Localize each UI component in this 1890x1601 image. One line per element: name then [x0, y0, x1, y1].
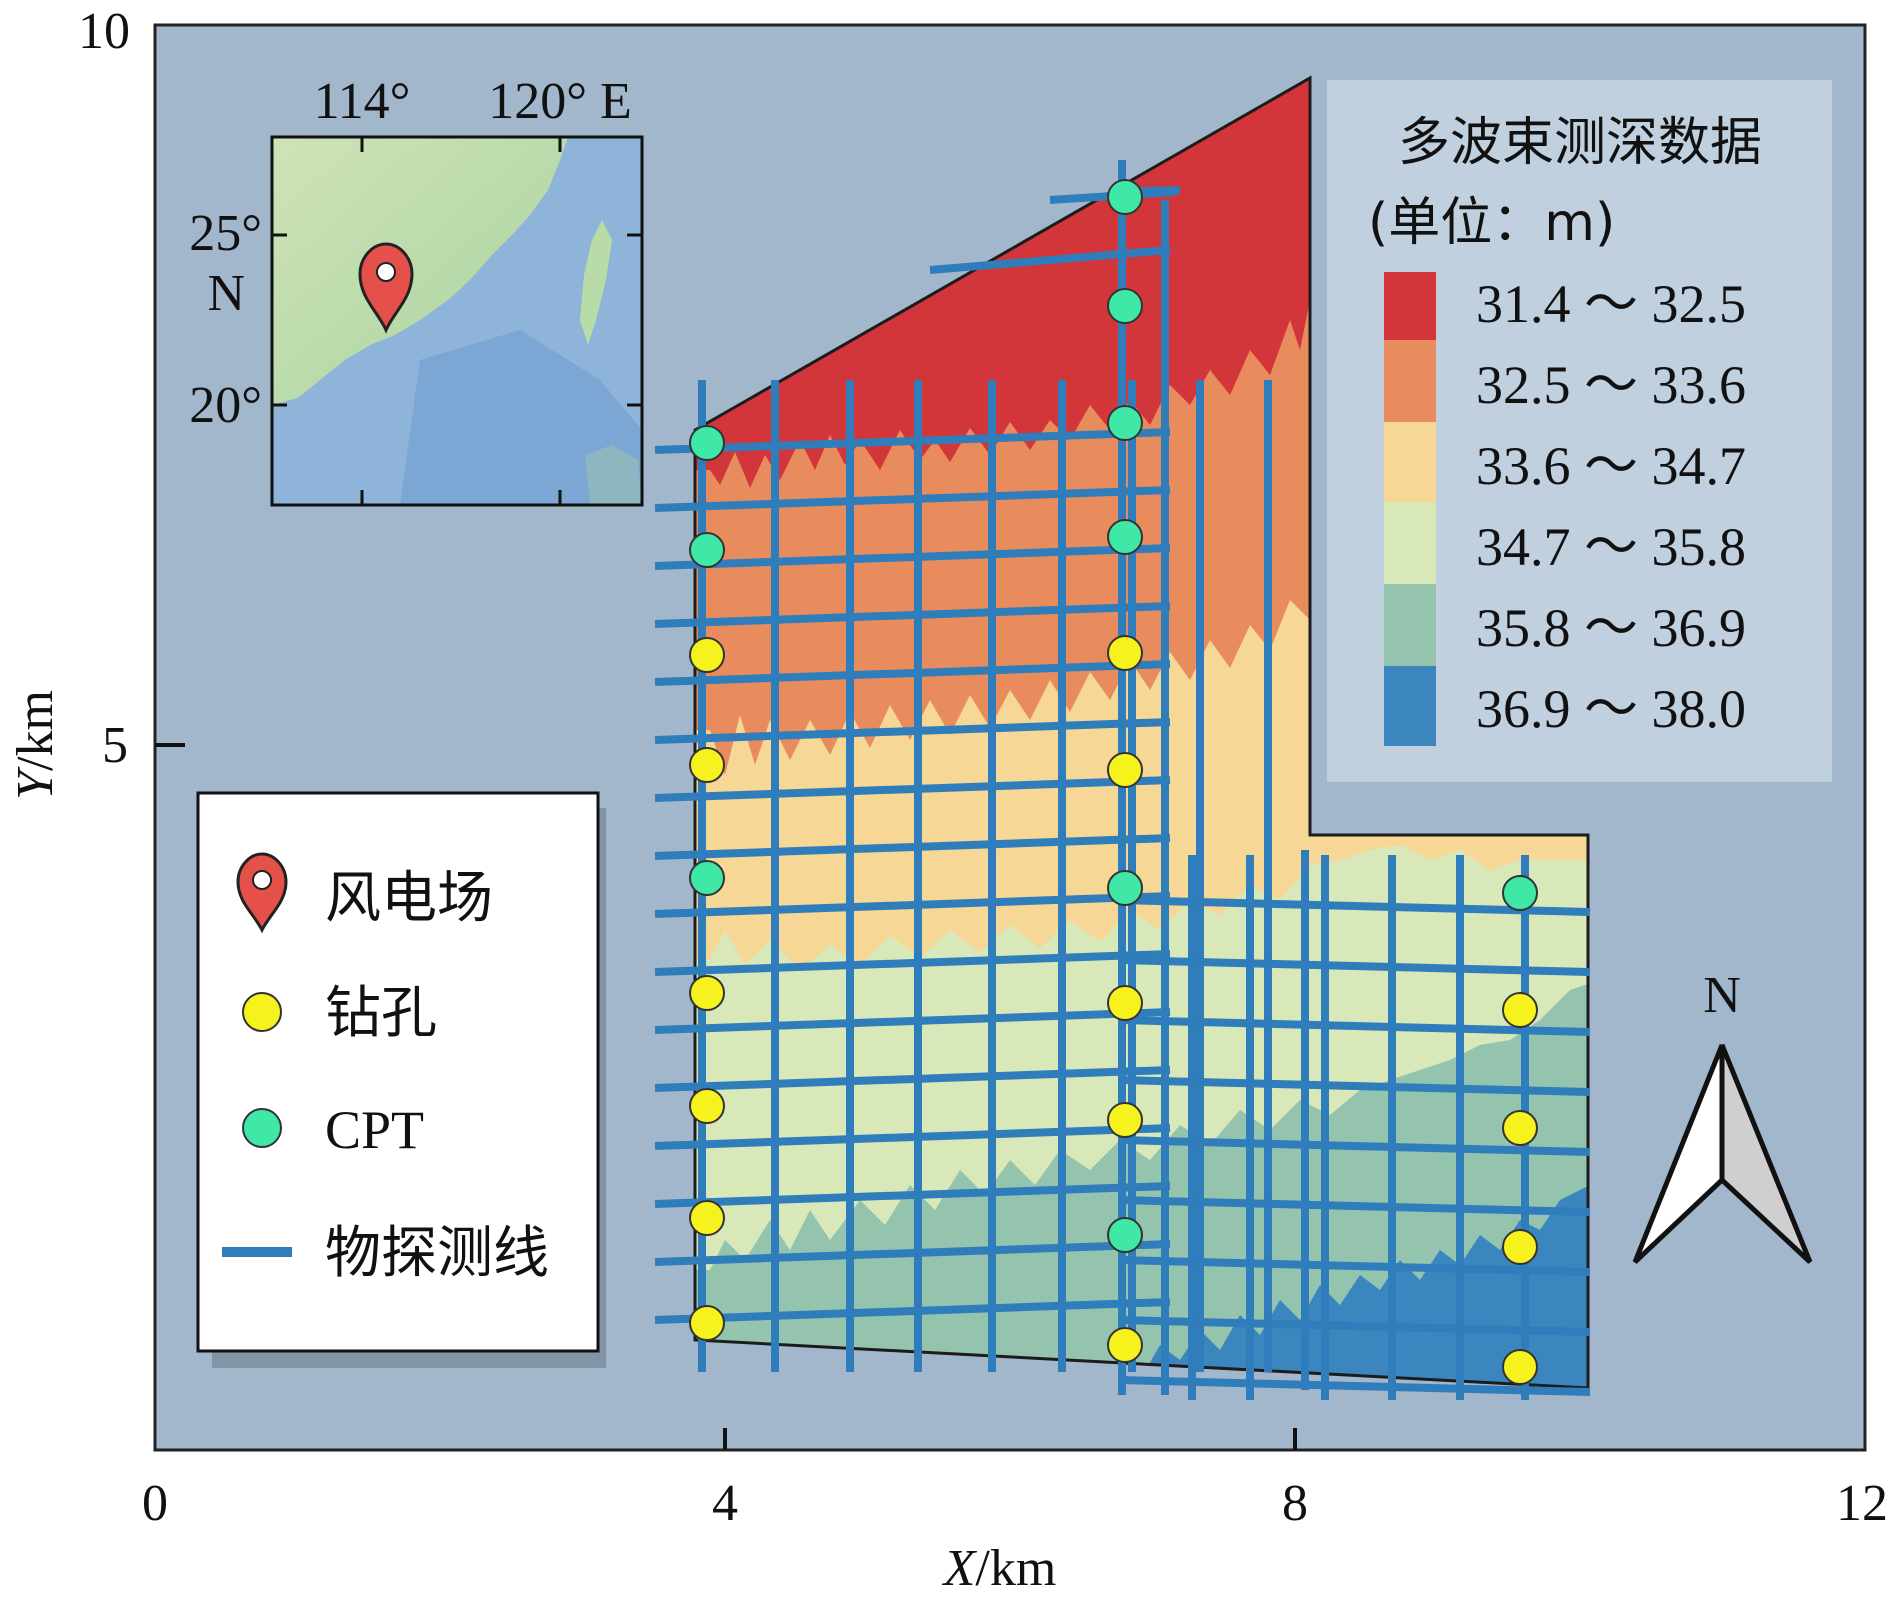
x-tick-label: 8 [1282, 1475, 1308, 1532]
borehole-marker [1502, 992, 1538, 1028]
survey-line-horizontal [1119, 1136, 1591, 1156]
depth-swatch [1384, 666, 1436, 746]
survey-line-horizontal [654, 950, 1171, 976]
survey-line-horizontal [654, 1298, 1171, 1324]
key-label-survey-line: 物探测线 [325, 1221, 549, 1286]
survey-line-horizontal [654, 776, 1171, 802]
inset-lon-label: 114° [314, 73, 411, 130]
cpt-marker [689, 860, 725, 896]
inset-taiwan [580, 220, 612, 345]
cpt-marker [1107, 405, 1143, 441]
inset-lat-label: 25° [189, 205, 262, 262]
inset-lon-label: 120° E [488, 73, 632, 130]
x-tick-label: 4 [712, 1475, 738, 1532]
inset-wind-farm-pin-icon [358, 242, 414, 334]
key-legend: 风电场 钻孔 CPT 物探测线 [196, 791, 606, 1368]
survey-line-horizontal [654, 428, 1171, 454]
site-boundary [693, 75, 1590, 1390]
cpt-marker [1107, 870, 1143, 906]
cpt-marker [1107, 519, 1143, 555]
depth-legend: 多波束测深数据 (单位：m) 31.4 ～ 32.5 32.5 ～ 33.6 3… [1327, 80, 1832, 782]
survey-line-horizontal [654, 660, 1171, 686]
borehole-marker [689, 1200, 725, 1236]
borehole-marker [689, 975, 725, 1011]
borehole-marker [1502, 1110, 1538, 1146]
depth-swatch [1384, 502, 1436, 584]
axis-ticks [155, 743, 1297, 1450]
survey-line-horizontal [654, 1240, 1171, 1266]
survey-line-horizontal [654, 1182, 1171, 1208]
borehole-marker [1107, 752, 1143, 788]
x-tick-label: 0 [142, 1475, 168, 1532]
survey-line-horizontal [654, 602, 1171, 628]
depth-legend-title: 多波束测深数据 [1398, 113, 1762, 173]
survey-lines [654, 160, 1591, 1400]
cpt-marker [689, 425, 725, 461]
survey-points [689, 179, 1538, 1385]
north-arrow-icon [1632, 1044, 1813, 1264]
borehole-marker [1107, 1327, 1143, 1363]
depth-swatch [1384, 422, 1436, 502]
x-tick-label: 12 [1836, 1475, 1888, 1532]
depth-swatch [1384, 272, 1436, 340]
inset-map [270, 135, 644, 507]
cpt-marker [689, 532, 725, 568]
survey-line-horizontal [1119, 896, 1591, 916]
borehole-marker [1107, 635, 1143, 671]
borehole-marker [1107, 985, 1143, 1021]
inset-lat-label: N [207, 265, 245, 322]
depth-class-label: 31.4 ～ 32.5 [1476, 274, 1746, 334]
key-label-wind-farm: 风电场 [325, 866, 493, 931]
north-arrow-label: N [1703, 967, 1741, 1024]
survey-line-horizontal [654, 1008, 1171, 1034]
x-axis-title: X/km [942, 1540, 1057, 1597]
depth-class-label: 34.7 ～ 35.8 [1476, 517, 1746, 577]
survey-line-horizontal [654, 486, 1171, 512]
depth-class-label: 36.9 ～ 38.0 [1476, 679, 1746, 739]
y-axis-title: Y/km [7, 690, 64, 800]
cpt-marker [1107, 288, 1143, 324]
depth-swatch [1384, 584, 1436, 666]
y-tick-label: 5 [102, 717, 128, 774]
survey-line-horizontal [654, 544, 1171, 570]
green-circle-icon [242, 1108, 282, 1148]
key-label-cpt: CPT [325, 1100, 424, 1160]
depth-swatch [1384, 340, 1436, 422]
borehole-marker [689, 1305, 725, 1341]
cpt-marker [1107, 179, 1143, 215]
survey-line-horizontal [654, 834, 1171, 860]
survey-line-horizontal [654, 892, 1171, 918]
survey-line-horizontal [654, 718, 1171, 744]
depth-legend-unit: (单位：m) [1368, 193, 1615, 253]
survey-line-horizontal [1119, 1196, 1591, 1216]
depth-class-label: 35.8 ～ 36.9 [1476, 598, 1746, 658]
survey-line-horizontal [1119, 1316, 1591, 1336]
survey-line-horizontal [1119, 1076, 1591, 1096]
borehole-marker [689, 1088, 725, 1124]
depth-class-label: 32.5 ～ 33.6 [1476, 355, 1746, 415]
borehole-marker [1502, 1229, 1538, 1265]
survey-line-horizontal [1119, 1256, 1591, 1276]
depth-class-label: 33.6 ～ 34.7 [1476, 436, 1746, 496]
cpt-marker [1107, 1217, 1143, 1253]
survey-line-horizontal [1119, 1376, 1591, 1396]
map-pin-icon [236, 852, 288, 934]
yellow-circle-icon [242, 992, 282, 1032]
inset-mainland [272, 137, 568, 405]
borehole-marker [1502, 1349, 1538, 1385]
survey-line-horizontal [1119, 1016, 1591, 1036]
survey-line-horizontal [1119, 956, 1591, 976]
survey-line-horizontal [929, 246, 1171, 274]
y-tick-label: 10 [78, 3, 130, 60]
inset-deep-sea [400, 330, 642, 505]
borehole-marker [689, 747, 725, 783]
survey-line-horizontal [654, 1124, 1171, 1150]
inset-lat-label: 20° [189, 377, 262, 434]
survey-line-horizontal [654, 1066, 1171, 1092]
borehole-marker [689, 637, 725, 673]
borehole-marker [1107, 1102, 1143, 1138]
cpt-marker [1502, 875, 1538, 911]
key-label-borehole: 钻孔 [325, 981, 437, 1046]
